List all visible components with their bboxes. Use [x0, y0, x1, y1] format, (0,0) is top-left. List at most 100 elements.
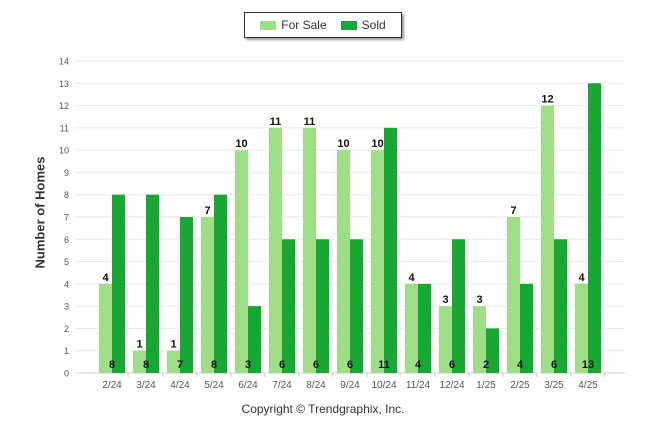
data-label-for-sale: 3 [476, 294, 482, 306]
y-tick-label: 8 [64, 190, 69, 200]
bar-sold[interactable] [418, 283, 431, 373]
y-tick-label: 9 [64, 168, 69, 178]
data-label-sold: 8 [211, 359, 217, 371]
data-label-for-sale: 4 [578, 272, 585, 284]
bar-for-sale[interactable] [133, 350, 146, 373]
data-label-for-sale: 10 [337, 138, 349, 150]
bar-for-sale[interactable] [507, 217, 520, 373]
data-label-sold: 4 [517, 359, 524, 371]
data-label-for-sale: 7 [204, 205, 210, 217]
bar-for-sale[interactable] [269, 127, 282, 373]
data-label-sold: 2 [483, 359, 489, 371]
y-tick-label: 4 [64, 279, 69, 289]
bar-sold[interactable] [146, 194, 159, 373]
bar-sold[interactable] [350, 239, 363, 373]
data-label-sold: 6 [551, 359, 557, 371]
data-label-sold: 4 [415, 359, 422, 371]
bar-sold[interactable] [282, 239, 295, 373]
x-tick-label: 2/24 [102, 380, 122, 391]
y-tick-label: 14 [59, 57, 69, 67]
bar-sold[interactable] [452, 239, 465, 373]
bars-group [99, 83, 601, 374]
y-tick-label: 6 [64, 235, 69, 245]
data-label-sold: 11 [378, 359, 390, 371]
bar-for-sale[interactable] [167, 350, 180, 373]
bar-for-sale[interactable] [575, 283, 588, 373]
legend-swatch-for-sale [260, 20, 277, 30]
bar-sold[interactable] [112, 194, 125, 373]
data-label-sold: 6 [347, 359, 353, 371]
x-tick-label: 4/24 [170, 380, 190, 391]
y-tick-label: 5 [64, 257, 69, 267]
bar-sold[interactable] [588, 83, 601, 374]
legend-label-sold: Sold [361, 18, 386, 32]
copyright-text: Copyright © Trendgraphix, Inc. [241, 402, 405, 416]
y-axis-label: Number of Homes [32, 156, 48, 269]
data-label-for-sale: 10 [371, 138, 383, 150]
data-label-sold: 13 [582, 359, 594, 371]
x-tick-label: 2/25 [510, 380, 530, 391]
x-tick-label: 8/24 [306, 380, 326, 391]
bar-for-sale[interactable] [201, 217, 214, 373]
data-label-sold: 8 [143, 359, 149, 371]
bar-for-sale[interactable] [371, 150, 384, 373]
x-tick-label: 7/24 [272, 380, 292, 391]
bar-for-sale[interactable] [337, 150, 350, 373]
bar-sold[interactable] [316, 239, 329, 373]
data-label-sold: 7 [177, 359, 183, 371]
bar-sold[interactable] [248, 306, 261, 373]
legend-item-for-sale[interactable]: For Sale [260, 18, 327, 32]
y-tick-label: 11 [60, 123, 69, 133]
data-label-for-sale: 3 [442, 294, 448, 306]
legend-item-sold[interactable]: Sold [340, 18, 386, 32]
y-tick-label: 1 [64, 346, 69, 356]
y-tick-label: 3 [64, 302, 69, 312]
bar-for-sale[interactable] [303, 127, 316, 373]
x-tick-label: 1/25 [476, 380, 496, 391]
data-label-for-sale: 10 [235, 138, 247, 150]
bar-sold[interactable] [214, 194, 227, 373]
data-label-sold: 6 [313, 359, 319, 371]
bar-sold[interactable] [520, 283, 533, 373]
x-tick-label: 3/25 [544, 380, 564, 391]
data-label-for-sale: 11 [304, 116, 316, 128]
bar-for-sale[interactable] [405, 283, 418, 373]
bar-for-sale[interactable] [235, 150, 248, 373]
x-tick-label: 9/24 [340, 380, 360, 391]
x-axis-ticks: 2/24 3/24 4/24 5/24 6/24 7/24 8/24 9/24 10/24 11/… [102, 373, 606, 391]
y-tick-label: 10 [59, 146, 69, 156]
y-tick-label: 12 [59, 101, 69, 111]
x-tick-label: 12/24 [439, 380, 464, 391]
legend-swatch-sold [340, 20, 357, 30]
bar-sold[interactable] [180, 217, 193, 373]
data-label-for-sale: 4 [408, 272, 415, 284]
data-label-for-sale: 7 [510, 205, 516, 217]
bar-for-sale[interactable] [99, 283, 112, 373]
y-tick-label: 7 [64, 213, 69, 223]
data-label-sold: 6 [279, 359, 285, 371]
x-tick-label: 3/24 [136, 380, 156, 391]
legend: For Sale Sold [244, 12, 402, 38]
y-tick-label: 2 [64, 324, 69, 334]
bar-sold[interactable] [384, 127, 397, 373]
x-tick-label: 6/24 [238, 380, 258, 391]
data-label-sold: 6 [449, 359, 455, 371]
data-label-for-sale: 1 [170, 339, 176, 351]
data-label-sold: 8 [109, 359, 115, 371]
data-label-for-sale: 4 [102, 272, 109, 284]
bar-for-sale[interactable] [439, 306, 452, 373]
y-tick-label: 13 [59, 79, 69, 89]
legend-label-for-sale: For Sale [281, 18, 327, 32]
data-label-for-sale: 11 [270, 116, 282, 128]
bar-for-sale[interactable] [473, 306, 486, 373]
bar-for-sale[interactable] [541, 105, 554, 374]
bar-sold[interactable] [486, 328, 499, 373]
x-tick-label: 5/24 [204, 380, 224, 391]
x-tick-label: 10/24 [371, 380, 396, 391]
bar-sold[interactable] [554, 239, 567, 373]
x-tick-label: 11/24 [406, 380, 431, 391]
data-label-sold: 3 [245, 359, 251, 371]
